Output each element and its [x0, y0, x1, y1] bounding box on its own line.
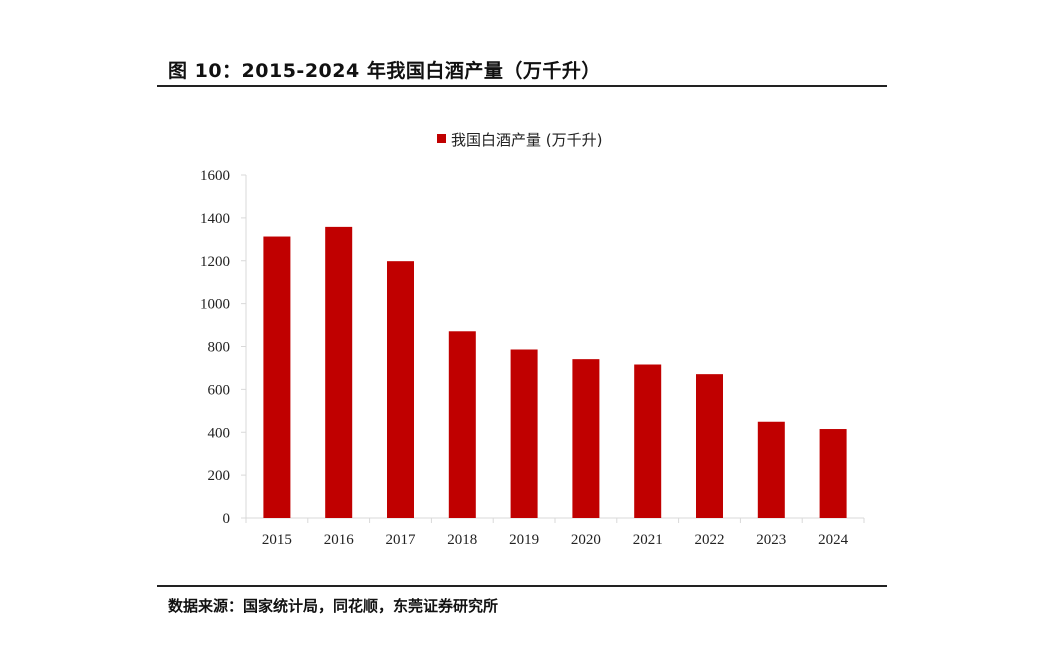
- y-tick-label: 1400: [200, 211, 230, 227]
- legend-swatch: [437, 134, 446, 143]
- y-tick-labels: 0 200 400 600 800 1000 1200 1400 1600: [200, 168, 246, 527]
- y-tick-label: 800: [208, 340, 231, 356]
- bar-2016: [325, 226, 353, 518]
- bars: [263, 226, 847, 518]
- x-tick-label: 2019: [509, 532, 539, 548]
- bar-2024: [819, 429, 847, 518]
- top-rule: [157, 85, 887, 87]
- x-tick-label: 2018: [447, 532, 477, 548]
- y-tick-label: 0: [223, 511, 231, 527]
- y-tick-label: 1600: [200, 168, 230, 184]
- x-tick-label: 2017: [386, 532, 417, 548]
- bar-2018: [448, 331, 476, 518]
- x-tick-label: 2022: [695, 532, 725, 548]
- bar-2015: [263, 236, 291, 518]
- bottom-rule: [157, 585, 887, 587]
- bar-2017: [387, 261, 414, 518]
- x-tick-label: 2016: [324, 532, 355, 548]
- x-tick-labels: 2015 2016 2017 2018 2019 2020 2021 2022 2023 2024: [245, 518, 865, 548]
- y-tick-label: 400: [208, 425, 231, 441]
- x-tick-label: 2024: [818, 532, 849, 548]
- y-tick-label: 1200: [200, 254, 230, 270]
- x-tick-label: 2023: [756, 532, 786, 548]
- legend-label: 我国白酒产量 (万千升): [451, 131, 602, 149]
- source-note: 数据来源：国家统计局，同花顺，东莞证券研究所: [168, 597, 499, 615]
- y-tick-label: 600: [208, 382, 231, 398]
- x-tick-label: 2021: [633, 532, 663, 548]
- bar-2021: [634, 364, 662, 518]
- legend: 我国白酒产量 (万千升): [437, 131, 602, 149]
- bar-2022: [696, 374, 723, 518]
- bar-2023: [757, 421, 785, 518]
- bar-2020: [572, 359, 600, 518]
- bar-2019: [510, 349, 538, 518]
- x-tick-label: 2020: [571, 532, 601, 548]
- y-tick-label: 1000: [200, 297, 230, 313]
- y-tick-label: 200: [208, 468, 231, 484]
- figure-title: 图 10：2015-2024 年我国白酒产量（万千升）: [168, 60, 601, 82]
- x-tick-label: 2015: [262, 532, 292, 548]
